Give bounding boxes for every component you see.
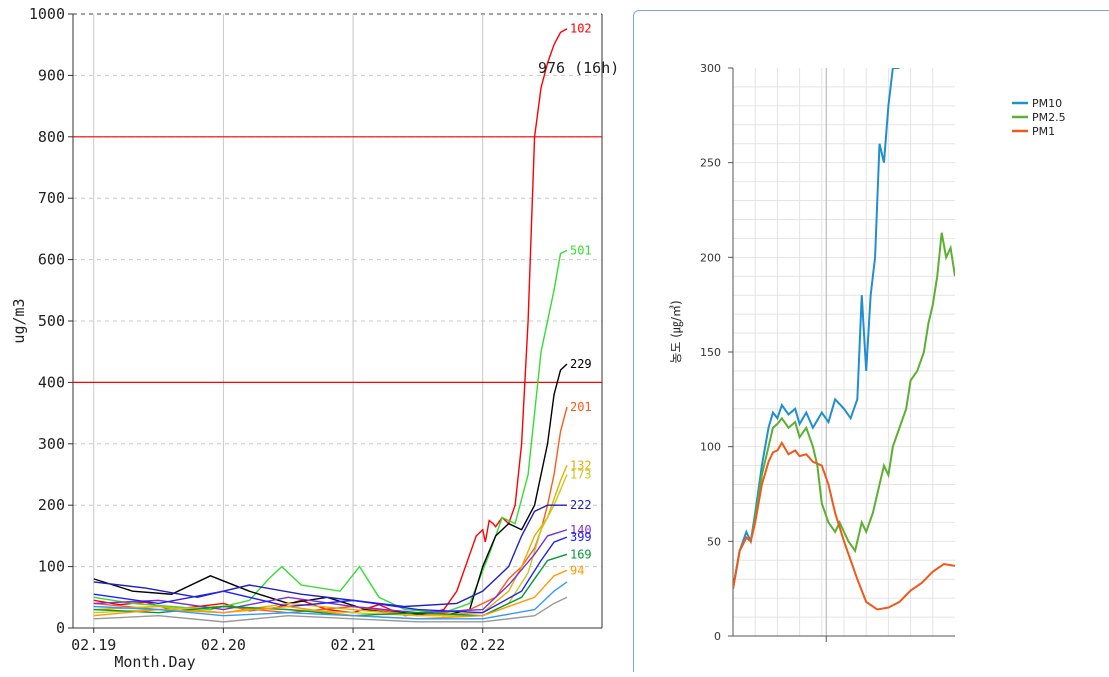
series-line-229 (93, 363, 568, 617)
y-tick-label: 200 (700, 251, 721, 264)
series-end-label: 173 (570, 468, 592, 482)
y-tick-label: 200 (38, 496, 65, 514)
y-tick-label: 900 (38, 66, 65, 84)
series-line-pm1 (733, 440, 955, 611)
left-line-chart: 0 100 200 300 400 500 600 700 800 900 1000 02.19 02.… (10, 5, 619, 671)
series-end-label: 222 (570, 498, 592, 512)
series-line-201 (93, 406, 568, 617)
series-line-pm25 (733, 232, 955, 589)
series-line-501 (93, 249, 568, 614)
x-axis-title: Month.Day (114, 653, 195, 671)
y-tick-label: 1000 (29, 5, 65, 23)
y-tick-label: 50 (707, 535, 721, 548)
series-line-399 (93, 536, 568, 614)
series-end-label: 169 (570, 547, 592, 561)
y-tick-label: 150 (700, 346, 721, 359)
series-line-unlabeled (93, 581, 568, 620)
left-chart-panel: 0 100 200 300 400 500 600 700 800 900 1000 02.19 02.… (10, 5, 619, 671)
y-tick-label: 0 (56, 619, 65, 637)
y-tick-label: 600 (38, 251, 65, 269)
y-axis-title: ug/m3 (10, 298, 28, 343)
y-tick-label: 700 (38, 189, 65, 207)
y-tick-label: 300 (700, 62, 721, 75)
series-end-label: 201 (570, 400, 592, 414)
y-tick-label: 250 (700, 157, 721, 170)
legend-label: PM1 (1032, 125, 1055, 138)
legend-label: PM2.5 (1032, 111, 1066, 124)
series-line-140 (93, 529, 568, 614)
series-line-173 (93, 474, 568, 617)
series-end-label: 102 (570, 22, 592, 36)
series-end-label: 229 (570, 357, 592, 371)
series-end-label: 94 (570, 563, 584, 577)
y-tick-label: 800 (38, 128, 65, 146)
x-tick-label: 02.19 (71, 636, 116, 654)
right-chart-panel: 0 50 100 150 200 250 300 농도 (㎍/㎥) PM10 PM2.5 PM1 (633, 10, 1109, 672)
series-end-label: 399 (570, 530, 592, 544)
y-tick-label: 400 (38, 373, 65, 391)
y-tick-label: 100 (38, 558, 65, 576)
y-tick-label: 500 (38, 312, 65, 330)
legend-label: PM10 (1032, 97, 1062, 110)
series-line-pm10 (733, 68, 900, 589)
series-line-unlabeled (93, 596, 568, 623)
y-axis-title: 농도 (㎍/㎥) (669, 300, 683, 363)
y-tick-label: 100 (700, 441, 721, 454)
series-end-label: 501 (570, 243, 592, 257)
x-tick-label: 02.20 (201, 636, 246, 654)
series-line-102 (93, 28, 568, 617)
y-tick-label: 300 (38, 435, 65, 453)
series-end-label: 140 (570, 523, 592, 537)
x-tick-label: 02.22 (460, 636, 505, 654)
series-line-222 (93, 504, 567, 608)
series-line-169 (93, 553, 568, 617)
series-end-label: 132 (570, 458, 592, 472)
x-tick-label: 02.21 (330, 636, 375, 654)
y-tick-label: 0 (714, 630, 721, 643)
peak-annotation: 976 (16h) (538, 59, 619, 77)
